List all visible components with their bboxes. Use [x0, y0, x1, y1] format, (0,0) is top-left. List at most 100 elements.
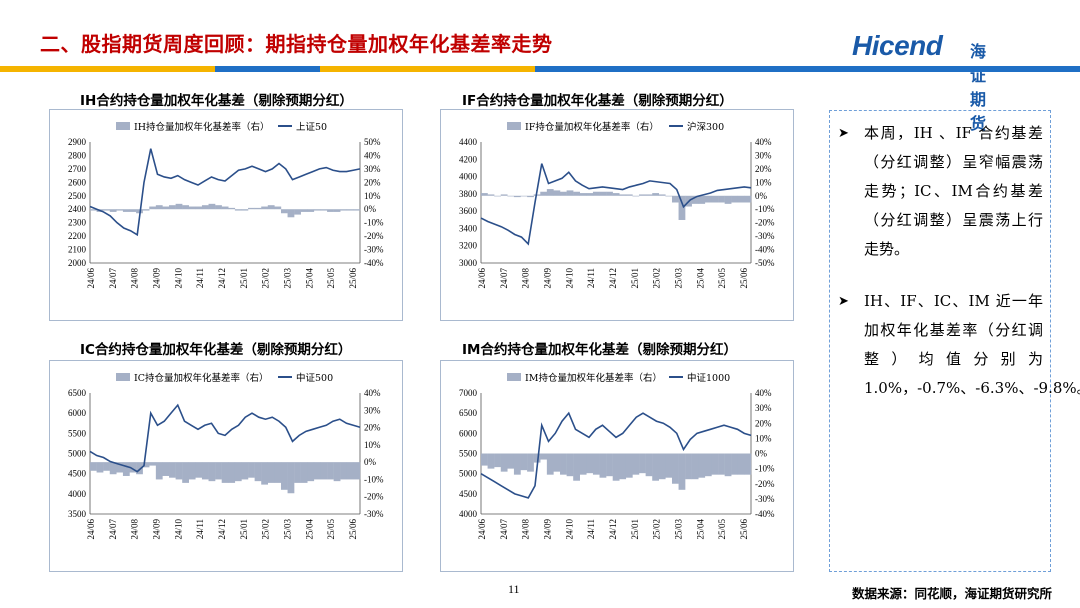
legend-line-label: 中证500: [296, 372, 333, 384]
x-tick-label: 24/11: [586, 268, 596, 288]
basis-bar: [346, 462, 354, 480]
basis-bar: [513, 195, 521, 198]
left-tick-label: 2300: [68, 218, 87, 228]
basis-bar: [671, 453, 679, 484]
basis-bar: [294, 209, 301, 215]
basis-bar: [546, 453, 554, 475]
basis-bar: [201, 205, 209, 210]
basis-bar: [274, 462, 282, 483]
basis-bar: [109, 462, 117, 475]
basis-bar: [307, 462, 315, 482]
x-tick-label: 25/05: [326, 268, 336, 289]
basis-bar: [300, 209, 308, 212]
basis-bar: [500, 453, 508, 472]
basis-bar: [142, 209, 150, 211]
basis-bar: [592, 453, 600, 475]
basis-bar: [718, 195, 725, 203]
right-tick-label: 50%: [364, 137, 381, 147]
x-tick-label: 24/07: [108, 519, 118, 540]
chart-title-ih: IH合约持仓量加权年化基差（剔除预期分红）: [80, 93, 353, 109]
basis-bar: [579, 453, 587, 475]
basis-bar: [500, 194, 508, 196]
basis-bar: [155, 462, 163, 480]
x-tick-label: 25/02: [652, 519, 662, 540]
basis-bar: [142, 462, 150, 468]
right-tick-label: 20%: [755, 164, 772, 174]
x-tick-label: 25/05: [717, 268, 727, 289]
right-tick-label: -20%: [364, 492, 384, 502]
right-tick-label: 0%: [364, 457, 377, 467]
basis-bar: [221, 206, 229, 210]
right-tick-label: -10%: [755, 464, 775, 474]
basis-bar: [162, 462, 170, 476]
x-tick-label: 25/02: [261, 519, 271, 540]
left-tick-label: 4400: [459, 137, 478, 147]
index-line: [89, 148, 361, 237]
right-tick-label: 10%: [364, 191, 381, 201]
legend-bar-swatch: [116, 122, 130, 130]
basis-bar: [731, 195, 739, 203]
note-item: ➤ IH、IF、IC、IM 近一年加权年化基差率（分红调整）均值分别为 1.0%…: [838, 287, 1080, 403]
left-tick-label: 2000: [68, 258, 87, 268]
header-stripe: [0, 66, 1080, 72]
basis-bar: [520, 195, 528, 197]
x-tick-label: 24/09: [152, 519, 162, 540]
basis-bar: [658, 453, 666, 480]
right-tick-label: 10%: [364, 440, 381, 450]
basis-bar: [586, 193, 594, 196]
basis-bar: [116, 462, 124, 473]
x-tick-label: 25/06: [348, 519, 358, 540]
right-tick-label: 30%: [755, 150, 772, 160]
basis-bar: [287, 462, 295, 494]
data-source: 数据来源：同花顺，海证期货研究所: [851, 586, 1052, 601]
basis-bar: [234, 209, 242, 211]
left-tick-label: 2200: [68, 231, 87, 241]
basis-bar: [188, 462, 196, 480]
chart-legend: IC持仓量加权年化基差率（右） 中证500: [116, 372, 333, 384]
basis-bar: [195, 462, 203, 478]
basis-bar: [109, 209, 117, 212]
basis-bar: [691, 453, 699, 480]
x-tick-label: 24/10: [564, 519, 574, 540]
legend-bar-label: IM持仓量加权年化基差率（右）: [525, 372, 662, 384]
basis-bar: [639, 453, 646, 474]
left-tick-label: 4500: [459, 489, 478, 499]
basis-bar: [261, 462, 269, 485]
basis-bar: [182, 205, 189, 210]
chart-if-svg: IF持仓量加权年化基差率（右） 沪深300 4400 4200 4000 3800 3600…: [459, 121, 775, 289]
right-tick-label: -30%: [755, 231, 775, 241]
basis-bar: [234, 462, 242, 482]
basis-bar: [320, 209, 328, 211]
basis-bar: [540, 453, 548, 460]
basis-bar: [685, 453, 692, 480]
basis-bar: [625, 194, 633, 196]
basis-bar: [208, 203, 216, 210]
x-tick-label: 24/12: [608, 268, 618, 289]
x-tick-label: 24/06: [477, 519, 487, 540]
x-tick-label: 24/12: [608, 519, 618, 540]
right-tick-label: 40%: [755, 388, 772, 398]
basis-bar: [228, 462, 236, 483]
right-tick-label: -20%: [755, 218, 775, 228]
chart-legend: IH持仓量加权年化基差率（右） 上证50: [116, 121, 327, 133]
chart-ic-svg: IC持仓量加权年化基差率（右） 中证500 6500 6000 5500 5000 4500…: [68, 372, 384, 540]
basis-bar: [573, 191, 580, 196]
right-tick-label: 0%: [755, 191, 768, 201]
basis-bar: [652, 193, 660, 196]
x-tick-label: 24/10: [564, 268, 574, 289]
basis-bar: [353, 209, 361, 211]
basis-bar: [313, 462, 321, 480]
chart-if: IF持仓量加权年化基差率（右） 沪深300 4400 4200 4000 3800 3600…: [440, 109, 794, 321]
x-tick-label: 24/12: [217, 519, 227, 540]
basis-bar: [346, 209, 354, 211]
basis-bar: [612, 193, 620, 196]
legend-bar-label: IF持仓量加权年化基差率（右）: [525, 121, 659, 133]
x-tick-label: 24/11: [586, 519, 596, 539]
legend-line-label: 上证50: [296, 122, 327, 133]
basis-bar: [481, 453, 488, 466]
x-tick-label: 25/02: [261, 268, 271, 289]
left-tick-label: 4000: [68, 489, 87, 499]
basis-bar: [566, 453, 574, 477]
basis-bar: [327, 209, 334, 212]
notes-box: ➤ 本周，IH 、IF 合约基差（分红调整）呈窄幅震荡走势；IC、IM合约基差（…: [829, 110, 1080, 572]
